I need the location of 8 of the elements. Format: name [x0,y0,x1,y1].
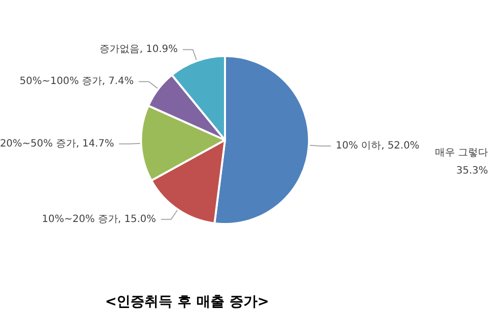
slice-label: 증가없음, 10.9% [100,44,178,56]
text: 매우 그렇다 [434,148,488,158]
text: <인증취득 후 매출 증가> [105,294,270,310]
slice-label: 10%~20% 증가, 15.0% [42,214,156,225]
slice-label: 10% 이하, 52.0% [336,140,420,152]
slice-label: 50%~100% 증가, 7.4% [20,76,134,88]
text: 35.3% [456,166,488,176]
slice-label: 20%~50% 증가, 14.7% [0,138,114,150]
